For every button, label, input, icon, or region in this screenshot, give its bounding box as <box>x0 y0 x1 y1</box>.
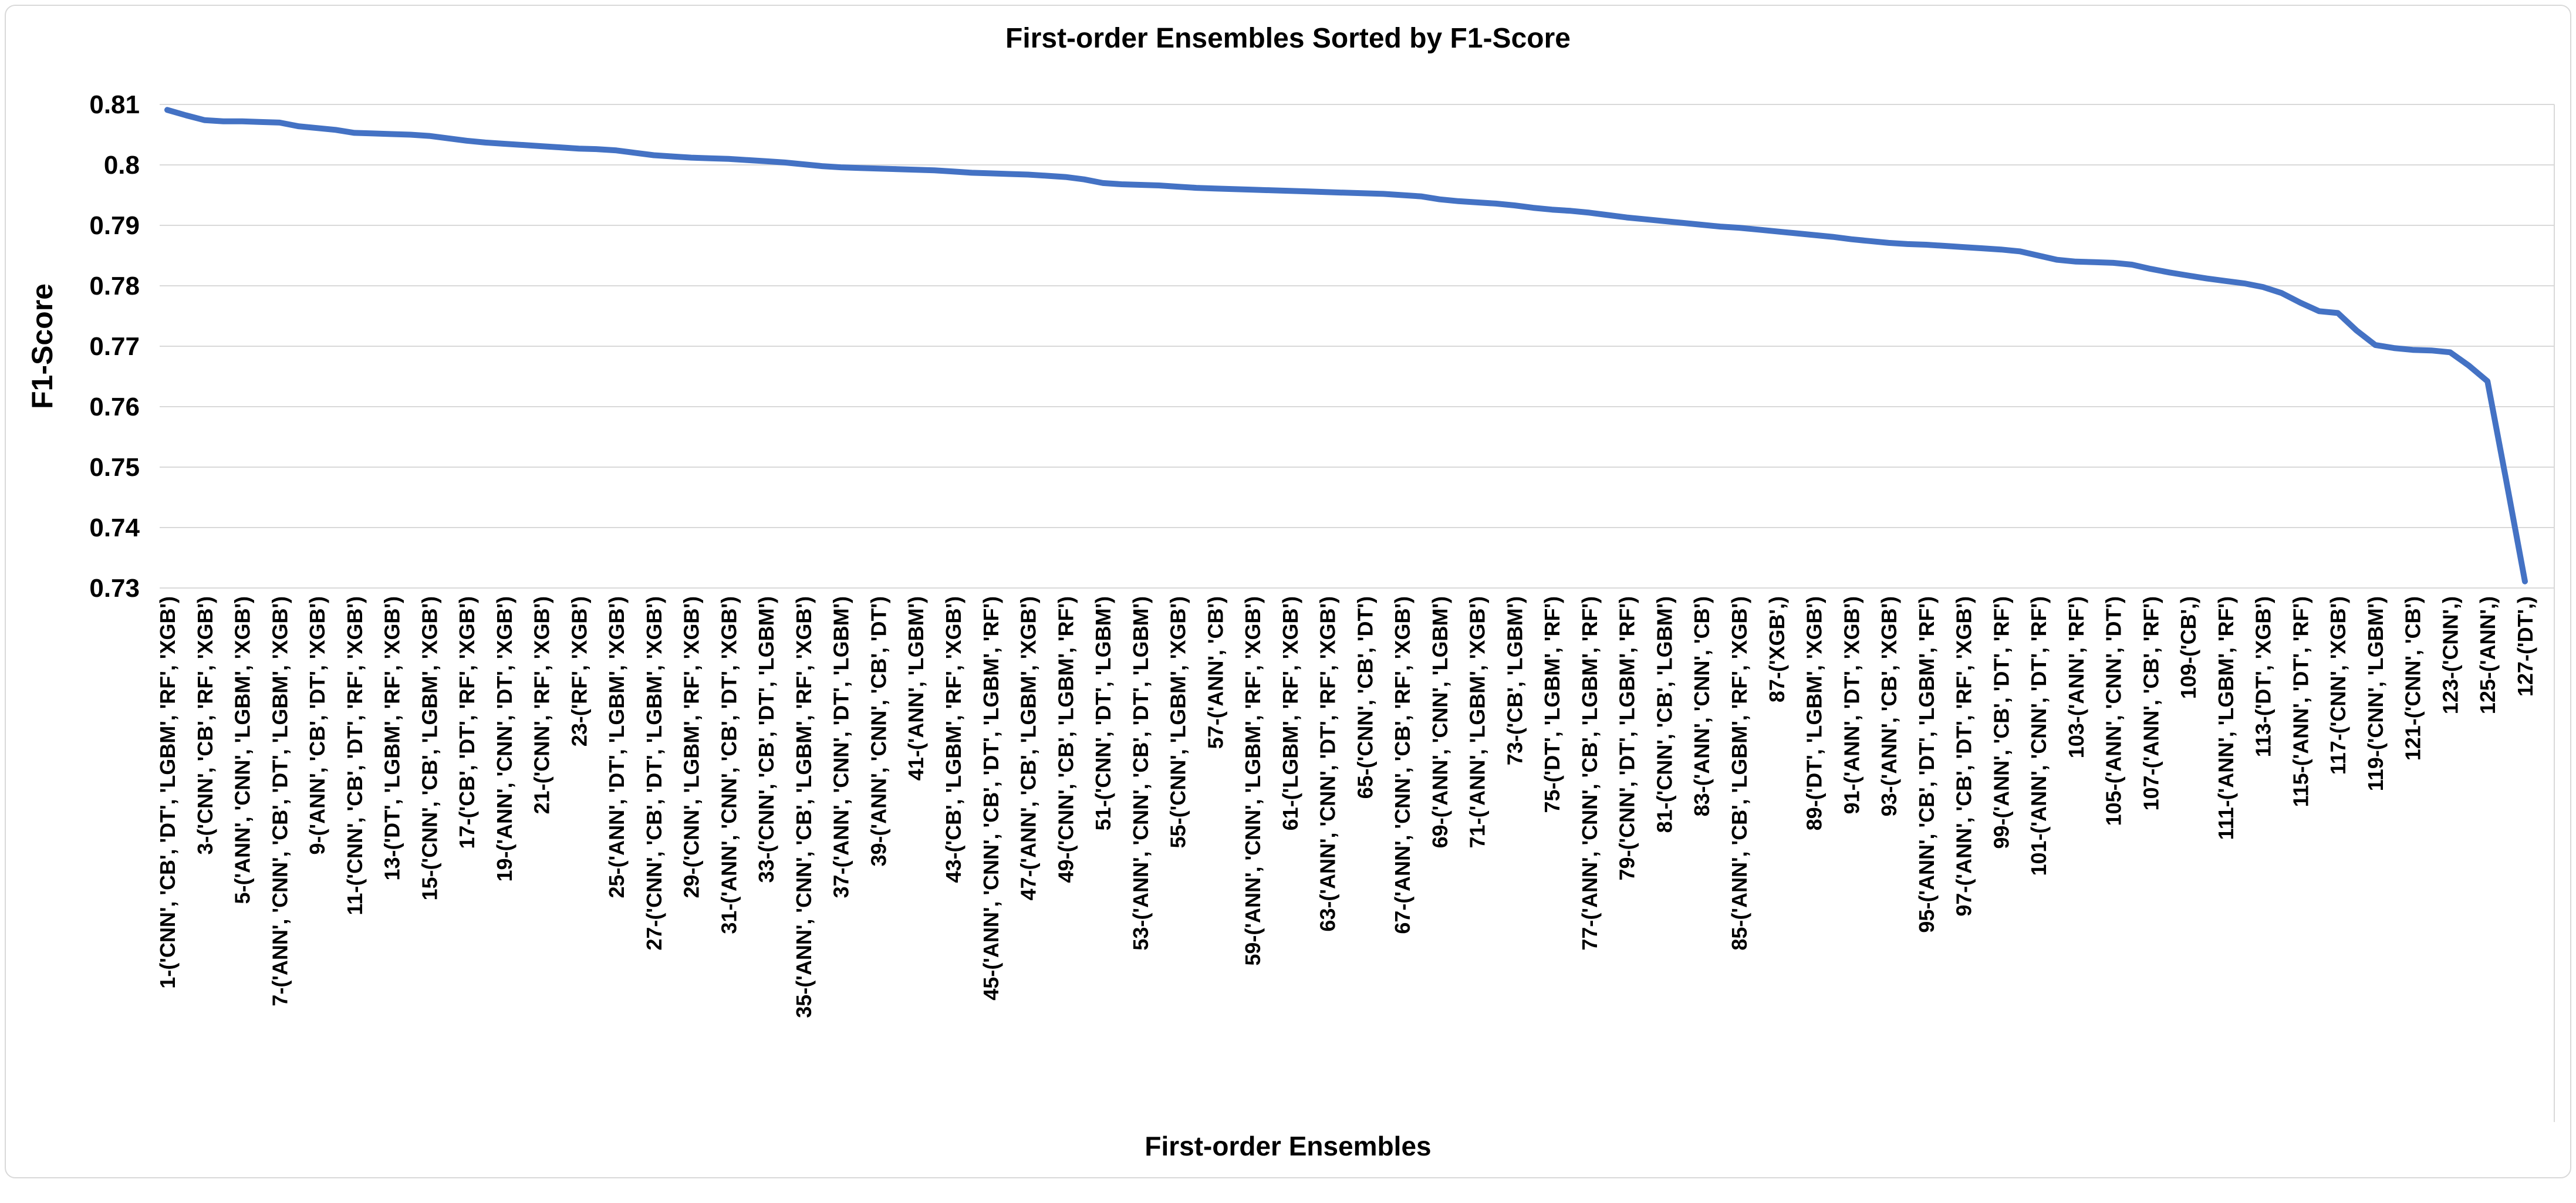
x-tick-label: 109-('CB',) <box>2176 596 2200 699</box>
x-tick-label: 45-('ANN', 'CNN', 'CB', 'DT', 'LGBM', 'R… <box>979 596 1003 1001</box>
x-tick-label: 33-('CNN', 'CB', 'DT', 'LGBM') <box>754 596 778 883</box>
x-tick-label: 83-('ANN', 'CNN', 'CB') <box>1690 596 1714 816</box>
x-tick-label: 113-('DT', 'XGB') <box>2251 596 2275 757</box>
x-tick-label: 127-('DT',) <box>2513 596 2537 697</box>
x-tick-label: 65-('CNN', 'CB', 'DT') <box>1353 596 1377 799</box>
y-tick-label: 0.73 <box>89 574 140 603</box>
f1-score-line-series <box>164 107 2528 584</box>
x-tick-label: 53-('ANN', 'CNN', 'CB', 'DT', 'LGBM') <box>1129 596 1153 951</box>
x-tick-label: 119-('CNN', 'LGBM') <box>2364 596 2388 791</box>
x-tick-label: 89-('DT', 'LGBM', 'XGB') <box>1802 596 1827 830</box>
x-tick-label: 101-('ANN', 'CNN', 'DT', 'RF') <box>2027 596 2051 876</box>
x-tick-label: 35-('ANN', 'CNN', 'CB', 'LGBM', 'RF', 'X… <box>792 596 816 1018</box>
y-tick-label: 0.75 <box>89 453 140 482</box>
x-tick-label: 9-('ANN', 'CB', 'DT', 'XGB') <box>305 596 329 854</box>
y-tick-label: 0.74 <box>89 513 140 542</box>
x-tick-label: 81-('CNN', 'CB', 'LGBM') <box>1652 596 1676 833</box>
x-tick-label: 99-('ANN', 'CB', 'DT', 'RF') <box>1989 596 2013 849</box>
x-tick-label: 85-('ANN', 'CB', 'LGBM', 'RF', 'XGB') <box>1727 596 1751 951</box>
y-tick-label: 0.81 <box>89 90 140 119</box>
x-tick-label: 57-('ANN', 'CB') <box>1203 596 1227 749</box>
chart-border-frame <box>5 5 2571 1178</box>
x-tick-label: 115-('ANN', 'DT', 'RF') <box>2288 596 2312 807</box>
chart-title: First-order Ensembles Sorted by F1-Score <box>1005 23 1571 54</box>
x-tick-label: 47-('ANN', 'CB', 'LGBM', 'XGB') <box>1017 596 1041 900</box>
y-tick-label: 0.78 <box>89 272 140 300</box>
x-tick-label: 13-('DT', 'LGBM', 'RF', 'XGB') <box>380 596 404 880</box>
y-tick-label: 0.8 <box>104 151 140 180</box>
x-tick-label: 87-('XGB',) <box>1765 596 1789 702</box>
x-tick-label: 51-('CNN', 'DT', 'LGBM') <box>1091 596 1115 830</box>
x-tick-label: 103-('ANN', 'RF') <box>2064 596 2088 758</box>
x-tick-label: 29-('CNN', 'LGBM', 'RF', 'XGB') <box>680 596 704 898</box>
x-tick-label: 31-('ANN', 'CNN', 'CB', 'DT', 'XGB') <box>717 596 741 934</box>
x-tick-label: 25-('ANN', 'DT', 'LGBM', 'XGB') <box>605 596 629 898</box>
x-tick-label: 43-('CB', 'LGBM', 'RF', 'XGB') <box>941 596 965 883</box>
x-tick-label: 55-('CNN', 'LGBM', 'XGB') <box>1166 596 1190 848</box>
x-tick-label: 123-('CNN',) <box>2438 596 2462 714</box>
x-tick-label: 71-('ANN', 'LGBM', 'XGB') <box>1466 596 1490 848</box>
x-tick-label: 67-('ANN', 'CNN', 'CB', 'RF', 'XGB') <box>1390 596 1414 934</box>
y-tick-label: 0.76 <box>89 393 140 421</box>
x-tick-label: 63-('ANN', 'CNN', 'DT', 'RF', 'XGB') <box>1316 596 1340 932</box>
x-tick-label: 1-('CNN', 'CB', 'DT', 'LGBM', 'RF', 'XGB… <box>156 596 180 989</box>
x-tick-label: 73-('CB', 'LGBM') <box>1503 596 1527 765</box>
x-tick-label: 91-('ANN', 'DT', 'XGB') <box>1839 596 1863 814</box>
x-tick-label: 77-('ANN', 'CNN', 'CB', 'LGBM', 'RF') <box>1578 596 1602 951</box>
x-tick-label: 69-('ANN', 'CNN', 'LGBM') <box>1428 596 1452 848</box>
x-tick-label: 19-('ANN', 'CNN', 'DT', 'XGB') <box>492 596 516 881</box>
x-tick-label: 61-('LGBM', 'RF', 'XGB') <box>1278 596 1302 830</box>
x-tick-label: 93-('ANN', 'CB', 'XGB') <box>1877 596 1901 816</box>
x-tick-label: 105-('ANN', 'CNN', 'DT') <box>2102 596 2126 826</box>
x-tick-label: 37-('ANN', 'CNN', 'DT', 'LGBM') <box>829 596 853 898</box>
x-tick-label: 59-('ANN', 'CNN', 'LGBM', 'RF', 'XGB') <box>1241 596 1265 966</box>
x-tick-label: 121-('CNN', 'CB') <box>2401 596 2425 761</box>
x-tick-label: 79-('CNN', 'DT', 'LGBM', 'RF') <box>1615 596 1639 880</box>
x-tick-label: 5-('ANN', 'CNN', 'LGBM', 'XGB') <box>231 596 255 904</box>
x-tick-label: 97-('ANN', 'CB', 'DT', 'RF', 'XGB') <box>1952 596 1976 917</box>
x-tick-label: 7-('ANN', 'CNN', 'CB', 'DT', 'LGBM', 'XG… <box>268 596 292 1006</box>
y-axis-title: F1-Score <box>26 283 59 409</box>
x-tick-label: 21-('CNN', 'RF', 'XGB') <box>530 596 554 814</box>
x-tick-label: 11-('CNN', 'CB', 'DT', 'RF', 'XGB') <box>343 596 367 915</box>
x-tick-label: 23-('RF', 'XGB') <box>567 596 591 746</box>
x-tick-label: 107-('ANN', 'CB', 'RF') <box>2139 596 2163 810</box>
x-tick-label: 27-('CNN', 'CB', 'DT', 'LGBM', 'XGB') <box>642 596 666 951</box>
x-tick-label: 95-('ANN', 'CB', 'DT', 'LGBM', 'RF') <box>1915 596 1939 933</box>
x-tick-label: 75-('DT', 'LGBM', 'RF') <box>1540 596 1564 813</box>
x-tick-label: 125-('ANN',) <box>2476 596 2500 714</box>
x-axis-title: First-order Ensembles <box>1144 1131 1432 1161</box>
x-tick-label: 41-('ANN', 'LGBM') <box>904 596 928 780</box>
x-tick-label: 117-('CNN', 'XGB') <box>2326 596 2350 775</box>
x-tick-label: 15-('CNN', 'CB', 'LGBM', 'XGB') <box>417 596 441 900</box>
x-tick-label: 49-('CNN', 'CB', 'LGBM', 'RF') <box>1054 596 1078 883</box>
x-tick-label: 17-('CB', 'DT', 'RF', 'XGB') <box>455 596 479 849</box>
x-tick-label: 3-('CNN', 'CB', 'RF', 'XGB') <box>193 596 217 854</box>
x-tick-label: 111-('ANN', 'LGBM', 'RF') <box>2214 596 2238 840</box>
y-tick-label: 0.79 <box>89 211 140 240</box>
x-tick-label: 39-('ANN', 'CNN', 'CB', 'DT') <box>866 596 890 866</box>
y-tick-label: 0.77 <box>89 332 140 361</box>
